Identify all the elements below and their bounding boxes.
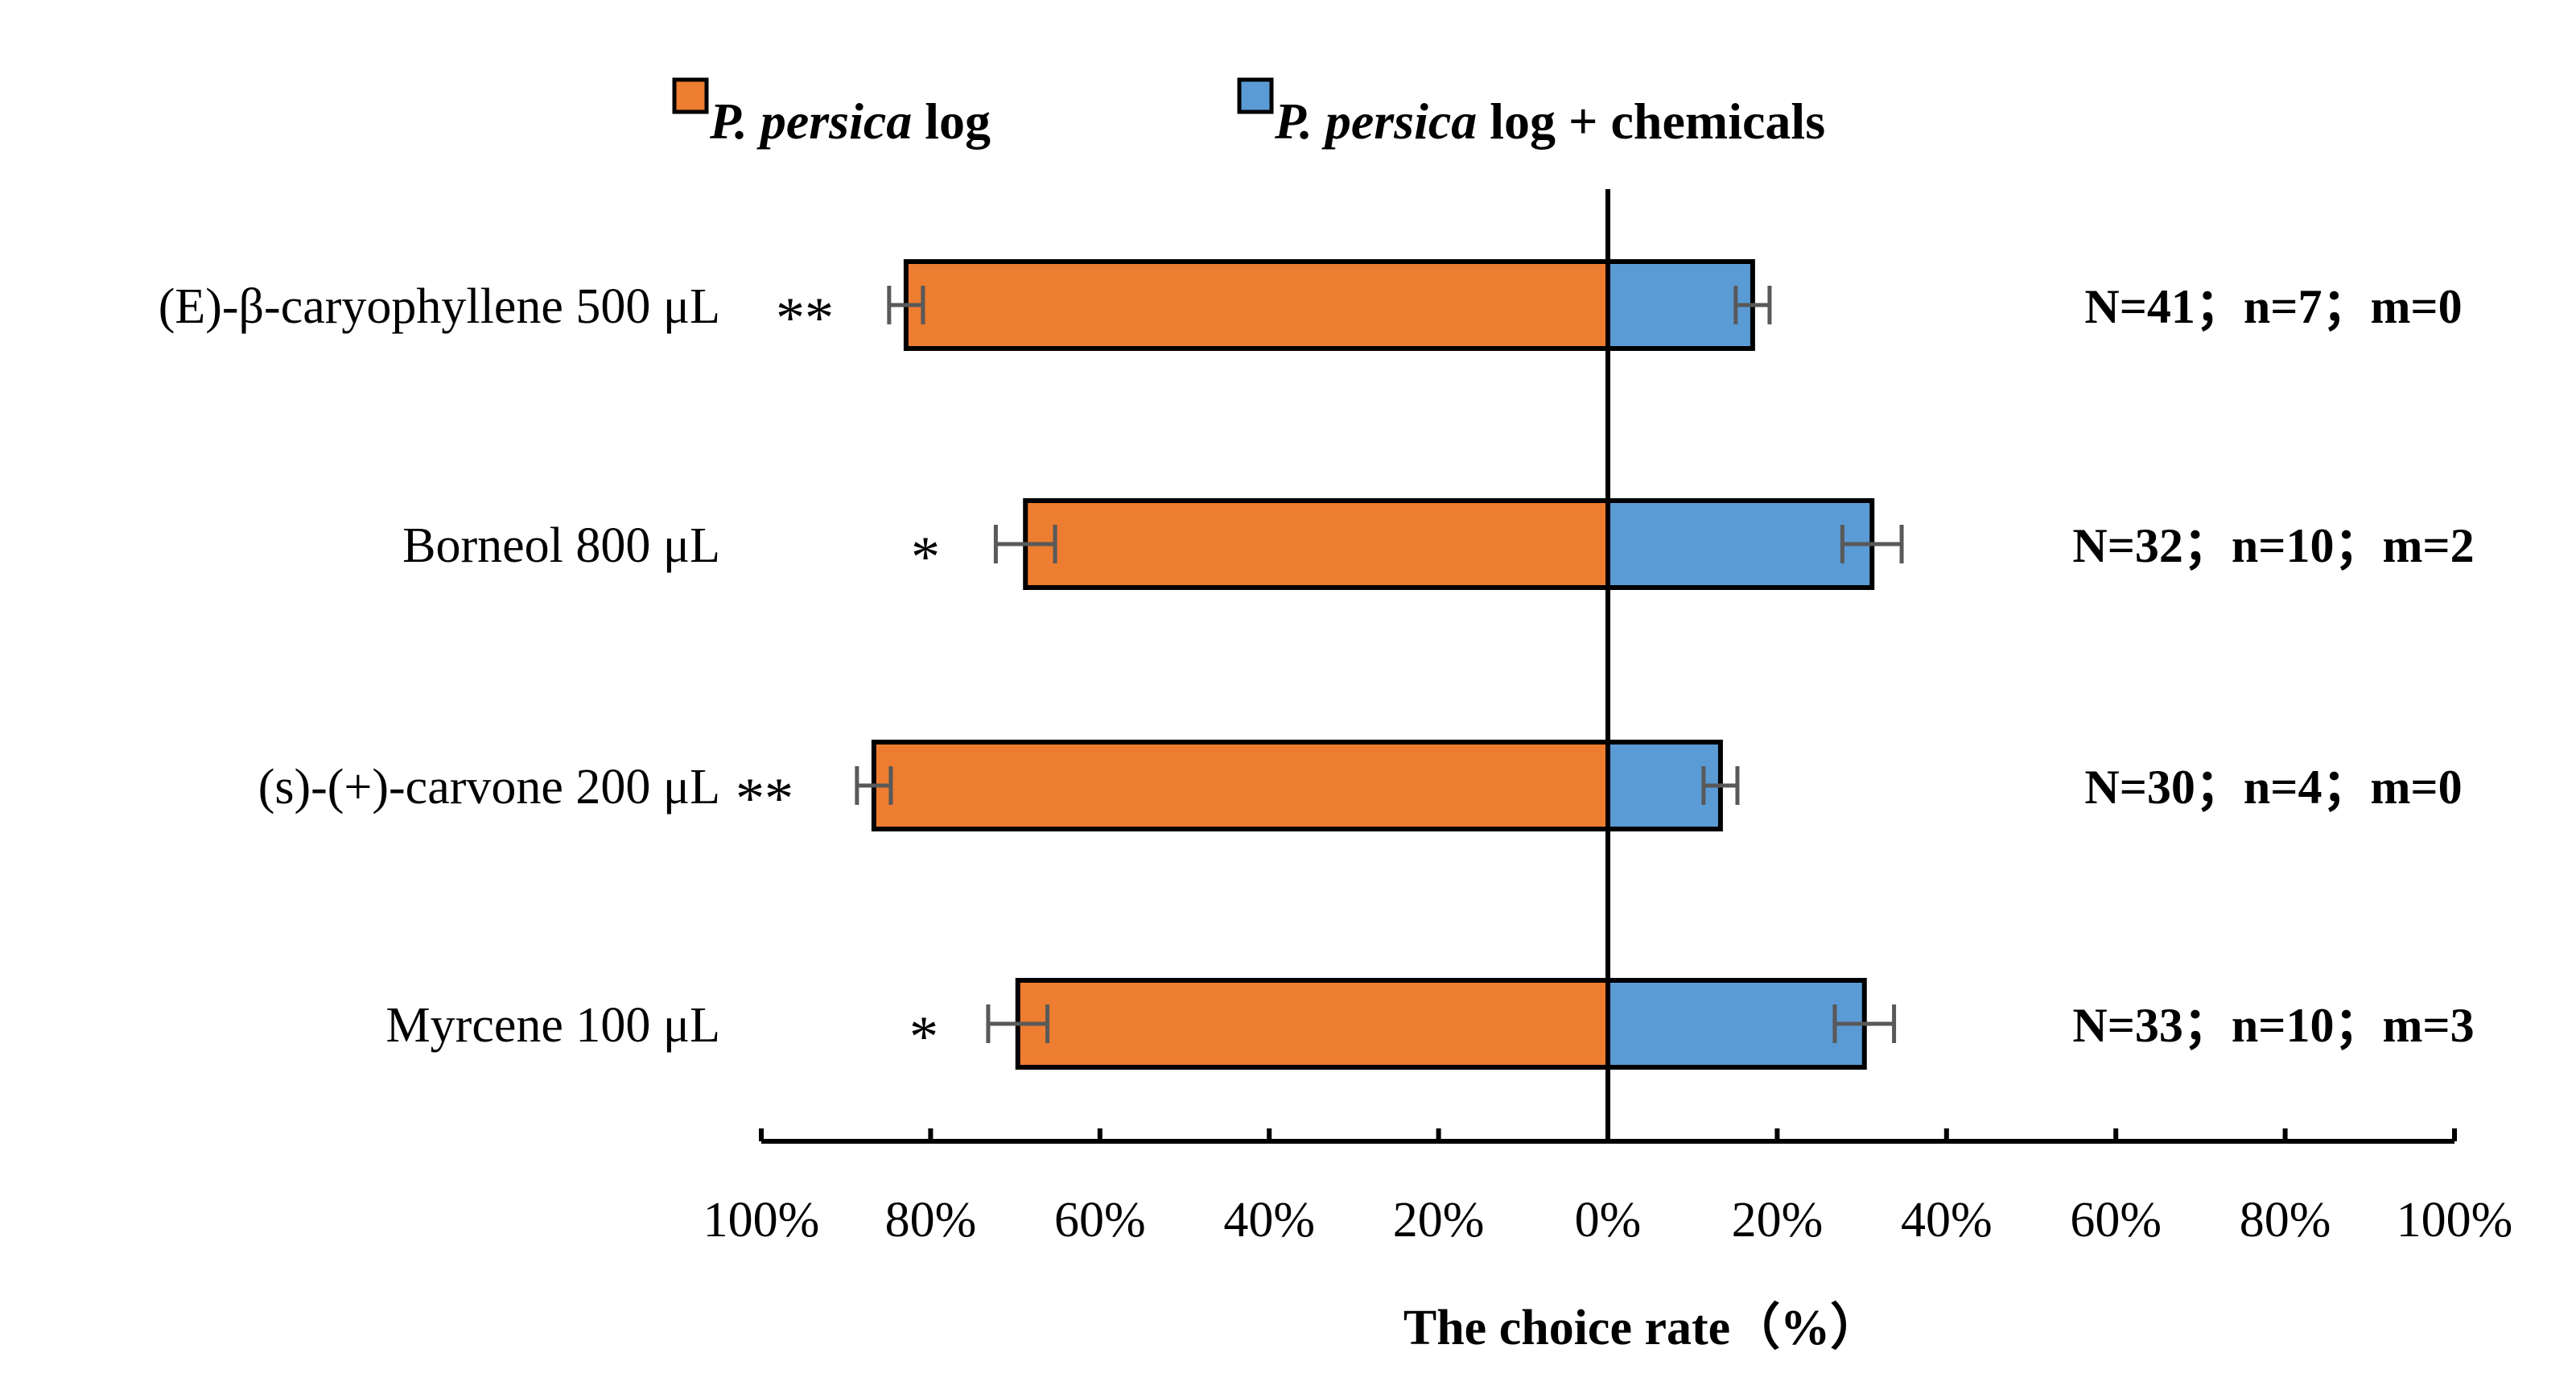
error-bar-1-0 — [1733, 286, 1772, 324]
bar-log-chemicals-1 — [1605, 498, 1875, 590]
bar-log-chemicals-3 — [1605, 978, 1867, 1070]
x-tick-label-9: 80% — [2240, 1193, 2331, 1248]
legend-swatch-1 — [1237, 77, 1274, 114]
error-bars-layer — [855, 286, 1904, 1043]
bar-log-0 — [903, 259, 1610, 351]
significance-marker-1: * — [911, 525, 940, 589]
bar-log-chemicals-0 — [1605, 259, 1755, 351]
category-label-2: (s)-(+)-carvone 200 μL — [258, 760, 720, 815]
x-tick-label-5: 0% — [1575, 1193, 1642, 1248]
bar-log-2 — [871, 740, 1610, 831]
legend-item-0: P. persica log — [672, 77, 991, 150]
sample-info-labels: N=41；n=7；m=0 N=32；n=10；m=2 N=30；n=4；m=0 N=3… — [2072, 280, 2474, 1052]
x-tick-label-1: 80% — [885, 1193, 977, 1248]
category-labels: (E)-β-caryophyllene 500 μL Borneol 800 μL… — [159, 279, 720, 1053]
legend-label-0: P. persica log — [709, 93, 991, 150]
legend-item-1: P. persica log + chemicals — [1237, 77, 1825, 150]
x-tick-label-4: 20% — [1393, 1193, 1485, 1248]
significance-marker-0: ** — [776, 286, 834, 350]
category-label-3: Myrcene 100 μL — [386, 998, 720, 1053]
x-tick-label-7: 40% — [1901, 1193, 1993, 1248]
error-bar-0-1 — [993, 525, 1057, 563]
significance-markers: ****** — [736, 286, 940, 1069]
x-tick-label-2: 60% — [1054, 1193, 1146, 1248]
significance-marker-3: * — [909, 1004, 938, 1069]
x-axis: 100% 80% 60% 40% 20% 0% 20% 40% 60% 80% 100% — [703, 1128, 2513, 1248]
x-tick-label-10: 100% — [2397, 1193, 2513, 1248]
error-bar-0-0 — [887, 286, 925, 324]
legend-label-rest-0: log — [912, 93, 991, 150]
x-tick-label-8: 60% — [2070, 1193, 2162, 1248]
error-bar-1-3 — [1832, 1004, 1897, 1043]
x-axis-title: The choice rate（%） — [1403, 1299, 1880, 1355]
bar-log-3 — [1015, 978, 1610, 1070]
legend-label-1: P. persica log + chemicals — [1274, 93, 1825, 150]
sample-info-3: N=33；n=10；m=3 — [2072, 999, 2474, 1052]
significance-marker-2: ** — [736, 766, 793, 831]
category-label-1: Borneol 800 μL — [402, 518, 720, 573]
error-bar-1-2 — [1701, 766, 1740, 805]
category-label-0: (E)-β-caryophyllene 500 μL — [159, 279, 720, 334]
error-bar-1-1 — [1840, 525, 1904, 563]
legend-label-italic-1: P. persica — [1274, 93, 1477, 150]
legend: P. persica log P. persica log + chemicals — [672, 77, 1825, 150]
x-tick-label-6: 20% — [1732, 1193, 1824, 1248]
legend-swatch-0 — [672, 77, 709, 114]
sample-info-1: N=32；n=10；m=2 — [2072, 519, 2474, 572]
sample-info-0: N=41；n=7；m=0 — [2084, 280, 2462, 333]
legend-label-rest-1: log + chemicals — [1477, 93, 1825, 150]
error-bar-0-3 — [986, 1004, 1050, 1043]
bars-layer — [871, 259, 1875, 1070]
sample-info-2: N=30；n=4；m=0 — [2084, 761, 2462, 814]
legend-label-italic-0: P. persica — [709, 93, 912, 150]
x-tick-label-3: 40% — [1223, 1193, 1315, 1248]
bar-log-1 — [1023, 498, 1610, 590]
error-bar-0-2 — [855, 766, 893, 805]
x-tick-label-0: 100% — [703, 1193, 820, 1248]
